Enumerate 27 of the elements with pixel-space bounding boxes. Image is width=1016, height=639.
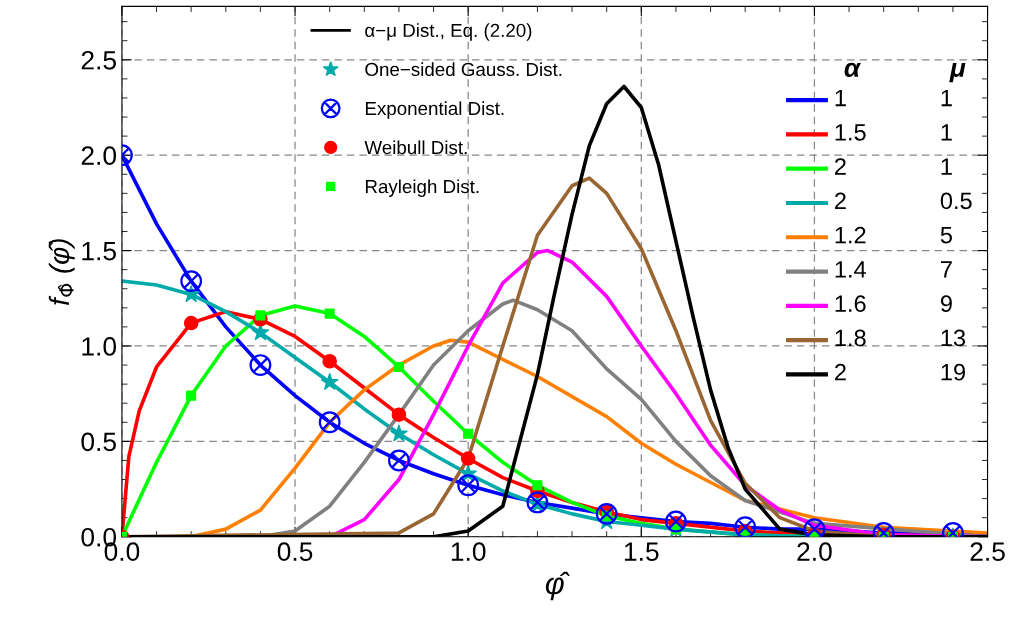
text: 1.5 1	[835, 124, 952, 141]
text: 1 1	[835, 89, 952, 107]
text: 2 19	[835, 363, 965, 381]
x-axis-title: φ̂	[545, 571, 570, 601]
legend-label: Rayleigh Dist.	[365, 179, 479, 197]
legend-label: Weibull Dist.	[364, 140, 467, 155]
y-tick-label: 2.0	[81, 146, 117, 166]
legend-label: One−sided Gauss. Dist.	[365, 62, 562, 77]
legend-label: Exponential Dist.	[365, 101, 504, 119]
text: 2 0.5	[835, 192, 972, 210]
y-axis-title: f$_{Φ̂}$ (φ̂)	[48, 239, 75, 305]
x-tick-label: 0.5	[277, 542, 313, 561]
y-tick-label: 1.5	[82, 242, 116, 261]
text: 2 1	[835, 158, 952, 175]
x-tick-label: 2.5	[970, 542, 1005, 561]
x-tick-label: 1.5	[624, 542, 659, 561]
text: 1.2 5	[835, 226, 952, 244]
text: 1.6 9	[835, 295, 952, 313]
y-tick-label: 2.5	[81, 50, 116, 70]
text: 1.4 7	[835, 261, 952, 278]
text: α μ	[844, 62, 966, 83]
y-tick-label: 0.5	[81, 432, 116, 452]
x-tick-label: 2.0	[797, 542, 832, 561]
text: 1.8 13	[835, 329, 966, 347]
annotation: α−μ Dist., Eq. (2.20)	[365, 23, 532, 41]
y-tick-label: 1.0	[82, 337, 117, 356]
x-tick-label: 1.0	[451, 542, 486, 561]
